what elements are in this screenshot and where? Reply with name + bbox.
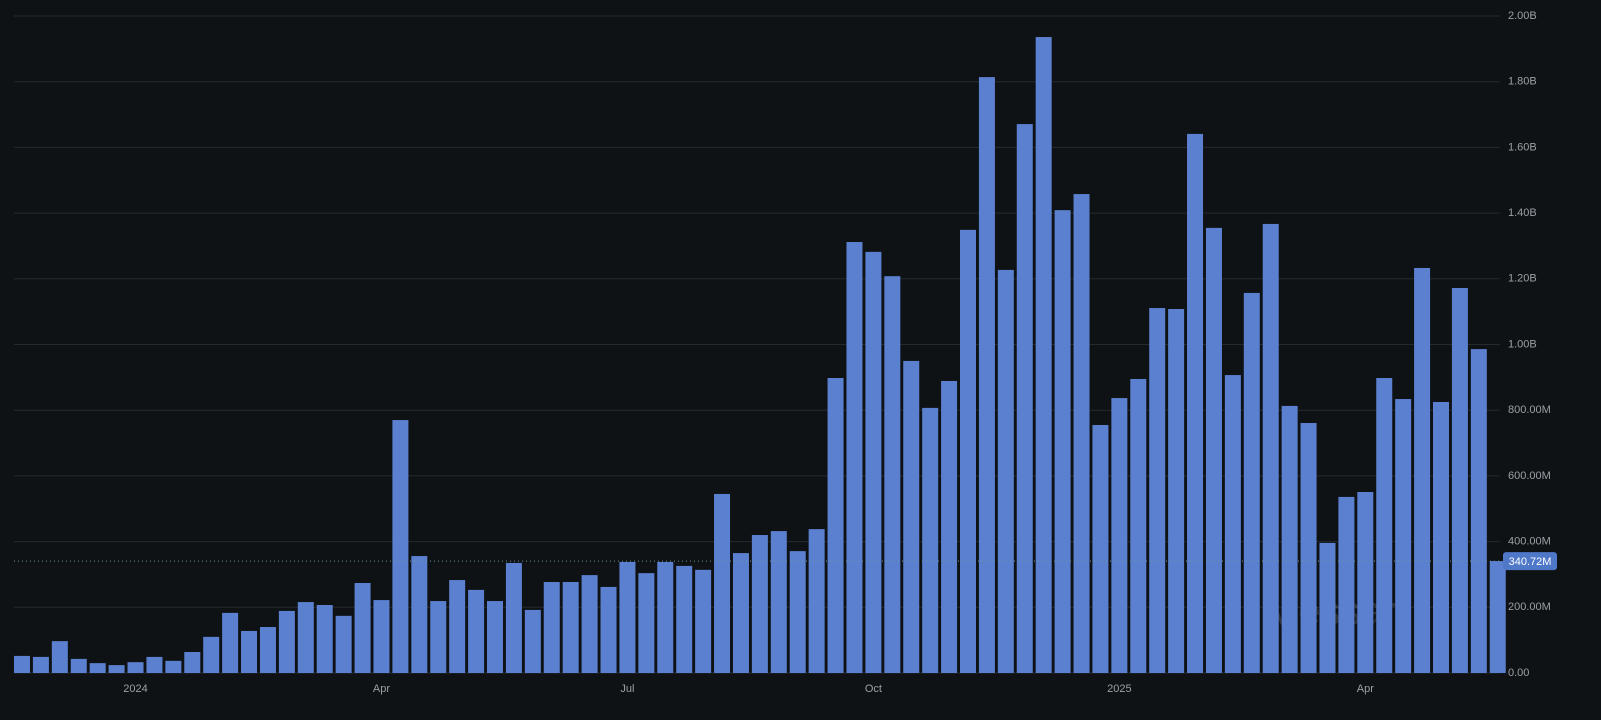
y-tick-label: 600.00M [1508, 470, 1551, 482]
bar [1470, 349, 1487, 673]
x-tick-label: Jul [620, 683, 634, 695]
bar [1168, 309, 1185, 673]
bar [1281, 405, 1298, 673]
bar [524, 609, 541, 673]
bar [297, 602, 314, 673]
bar [203, 636, 220, 673]
bar [392, 420, 409, 673]
bar [789, 551, 806, 673]
y-tick-label: 1.80B [1508, 76, 1537, 88]
bar [808, 529, 825, 673]
y-tick-label: 200.00M [1508, 601, 1551, 613]
bar [278, 610, 295, 673]
bar [695, 569, 712, 673]
bar [1205, 227, 1222, 673]
bar [127, 662, 144, 673]
bar [430, 601, 447, 673]
x-tick-label: 2025 [1107, 683, 1131, 695]
bar [184, 651, 201, 673]
bar [335, 615, 352, 673]
bar [1073, 194, 1090, 673]
y-tick-label: 1.60B [1508, 141, 1537, 153]
bar [165, 660, 182, 673]
bar [827, 378, 844, 673]
y-tick-label: 0.00 [1508, 667, 1529, 679]
bar [978, 77, 995, 673]
bar [997, 269, 1014, 673]
x-tick-label: Apr [1357, 683, 1374, 695]
bar [354, 582, 371, 673]
bar [941, 380, 958, 673]
bar [903, 360, 920, 673]
x-tick-label: Oct [865, 683, 882, 695]
bar [89, 663, 106, 673]
bar [1224, 375, 1241, 673]
bar [32, 656, 49, 673]
bar [960, 229, 976, 673]
bar [1357, 491, 1374, 673]
bar [1319, 542, 1336, 673]
bar [600, 586, 617, 673]
y-tick-label: 2.00B [1508, 10, 1537, 22]
bar [732, 553, 749, 673]
bar [1111, 398, 1128, 673]
bar [241, 630, 258, 673]
bar [1016, 124, 1033, 674]
bar [1395, 399, 1412, 673]
bar [1092, 424, 1109, 673]
bar [884, 276, 901, 673]
x-tick-label: 2024 [123, 683, 147, 695]
bar [449, 580, 466, 673]
bar [1376, 378, 1393, 673]
y-tick-label: 1.00B [1508, 338, 1537, 350]
bar [1433, 401, 1449, 673]
bar [14, 655, 30, 673]
bar [1451, 287, 1468, 673]
y-tick-label: 1.20B [1508, 273, 1537, 285]
bar [373, 600, 390, 673]
y-tick-label: 1.40B [1508, 207, 1537, 219]
bar [146, 656, 163, 673]
bar [468, 589, 485, 673]
bar [411, 556, 428, 673]
bar [108, 665, 125, 673]
bar [770, 531, 787, 673]
bar [487, 601, 503, 673]
bar [70, 658, 87, 673]
bar [1338, 496, 1355, 673]
bar [846, 242, 863, 673]
bar [922, 407, 939, 673]
bar [676, 565, 693, 673]
bar [1187, 133, 1204, 673]
bar [316, 605, 333, 673]
bar [1035, 37, 1052, 674]
bar [865, 251, 882, 673]
bar [1489, 561, 1506, 673]
bar [51, 641, 68, 673]
bar [562, 582, 579, 673]
x-tick-label: Apr [373, 683, 390, 695]
bar [543, 582, 560, 673]
bar [259, 627, 276, 673]
bar [1243, 292, 1260, 673]
bar [505, 562, 522, 673]
bar [1300, 423, 1317, 673]
current-value-badge [1503, 552, 1557, 571]
y-tick-label: 400.00M [1508, 536, 1551, 548]
bar [657, 561, 674, 673]
bar [638, 573, 655, 673]
y-tick-label: 800.00M [1508, 404, 1551, 416]
bar [1149, 308, 1166, 673]
bar [714, 493, 731, 673]
current-value-label: 340.72M [1509, 556, 1552, 568]
bar [1130, 378, 1147, 673]
bar [1054, 210, 1071, 673]
bar [222, 612, 239, 673]
bar [1262, 223, 1279, 674]
bar [751, 535, 768, 673]
bar [581, 575, 598, 673]
bar [619, 561, 636, 673]
bar [1414, 267, 1431, 673]
